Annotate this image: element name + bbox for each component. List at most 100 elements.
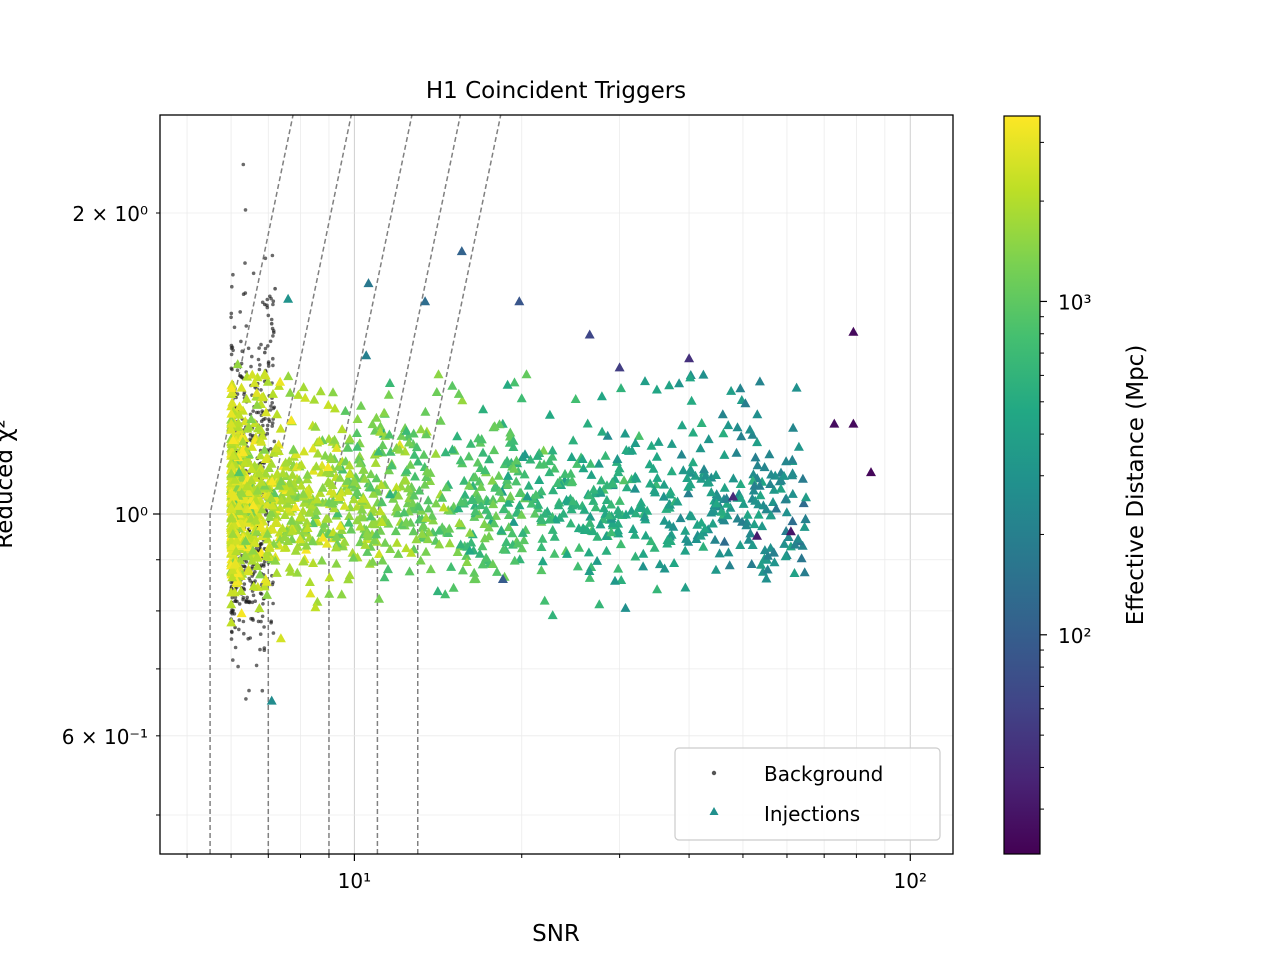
injection-point [664, 380, 675, 390]
injection-point [781, 507, 792, 517]
injection-point [283, 293, 294, 303]
background-point [273, 286, 277, 291]
injection-point [323, 462, 334, 471]
injection-point [279, 532, 290, 541]
injection-point [593, 458, 604, 468]
injection-point [377, 555, 388, 565]
injection-point [780, 494, 791, 504]
injection-point [301, 540, 312, 550]
injection-point [270, 555, 281, 565]
background-point [241, 162, 246, 167]
background-point [241, 595, 246, 600]
injection-point [511, 455, 522, 465]
injection-point [714, 548, 725, 558]
injection-point [344, 433, 355, 443]
background-point [247, 688, 251, 693]
injection-point [707, 518, 718, 528]
injection-point [262, 534, 273, 544]
injection-point [434, 525, 445, 535]
injection-point [478, 447, 488, 457]
injection-point [332, 508, 343, 518]
injection-point [423, 503, 434, 513]
injection-point [236, 608, 247, 618]
injection-point [254, 603, 265, 613]
background-point [262, 625, 266, 629]
injection-point [343, 574, 354, 584]
injection-point [800, 513, 811, 523]
injection-point [769, 557, 780, 567]
injection-point [421, 466, 432, 476]
injection-point [375, 525, 386, 535]
injection-point [376, 517, 387, 526]
injection-point [283, 371, 294, 381]
injection-point [511, 476, 522, 486]
injection-point [396, 430, 407, 440]
injection-point [317, 532, 328, 542]
injection-point [703, 477, 714, 487]
injection-point [418, 449, 429, 459]
background-point [259, 342, 263, 347]
injection-point [579, 504, 590, 514]
injection-point [688, 427, 699, 437]
background-point [243, 208, 248, 212]
background-point [269, 317, 274, 322]
injection-point [226, 522, 237, 532]
injection-point [696, 418, 707, 427]
background-point [269, 321, 274, 326]
injection-point [613, 563, 624, 573]
injection-point [454, 518, 465, 527]
injection-point [229, 559, 240, 569]
injection-point [753, 499, 764, 509]
injection-point [698, 541, 709, 551]
injection-point [509, 463, 519, 473]
injection-point [787, 470, 798, 480]
injection-point [385, 489, 396, 499]
injection-point [662, 535, 673, 544]
injection-point [735, 383, 746, 393]
injection-point [801, 492, 811, 502]
injection-point [312, 596, 323, 606]
injection-point [768, 547, 779, 557]
background-point [237, 627, 241, 632]
plot-frame [159, 114, 954, 855]
injection-point [503, 510, 514, 519]
injection-point [732, 513, 743, 523]
injection-point [476, 434, 487, 444]
injection-point [523, 480, 534, 490]
injection-point [746, 559, 757, 568]
injection-point [340, 405, 351, 415]
legend-label-injections: Injections [764, 802, 860, 826]
injection-point [262, 528, 273, 538]
injection-point [227, 397, 238, 407]
injection-point [365, 469, 376, 479]
injection-point [740, 398, 751, 408]
injection-point [453, 388, 464, 398]
injection-point [261, 407, 272, 417]
injection-point [765, 479, 776, 488]
background-point [266, 364, 271, 368]
injection-point [681, 533, 692, 543]
injection-point [226, 599, 237, 609]
injection-point [775, 483, 786, 493]
injection-point [411, 534, 422, 544]
injection-point [494, 486, 505, 496]
injection-point [417, 522, 428, 532]
injection-point [234, 401, 245, 411]
injection-point [508, 516, 519, 526]
injection-point [333, 461, 344, 471]
injection-point [726, 385, 737, 395]
injection-point [286, 415, 297, 425]
background-point [263, 302, 267, 307]
injection-point [552, 478, 563, 487]
injection-point [227, 528, 238, 538]
injection-point [256, 476, 267, 486]
injection-point [267, 476, 278, 486]
injection-point [268, 388, 278, 398]
injection-point [613, 525, 623, 535]
injection-point [848, 326, 859, 336]
legend-box [674, 747, 941, 841]
injection-point [252, 485, 263, 495]
injection-point [342, 485, 353, 495]
injection-point [401, 465, 412, 475]
injection-point [310, 421, 321, 431]
